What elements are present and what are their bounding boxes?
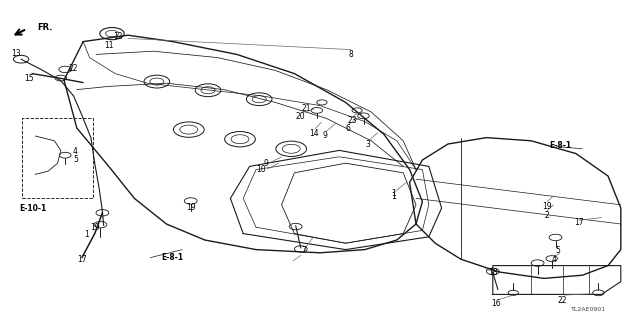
Circle shape xyxy=(184,198,197,204)
Circle shape xyxy=(531,260,544,266)
Text: 1: 1 xyxy=(391,189,396,198)
Text: FR.: FR. xyxy=(37,23,52,32)
Circle shape xyxy=(311,108,323,113)
Text: 18: 18 xyxy=(488,268,497,277)
Text: 4: 4 xyxy=(551,255,556,264)
Circle shape xyxy=(94,221,107,228)
Text: 17: 17 xyxy=(574,218,584,227)
Circle shape xyxy=(55,75,67,81)
Text: 17: 17 xyxy=(77,255,87,264)
Text: 11: 11 xyxy=(104,41,113,50)
Text: 21: 21 xyxy=(301,104,310,113)
Circle shape xyxy=(60,152,71,158)
Text: 6: 6 xyxy=(345,124,350,133)
Text: 5: 5 xyxy=(73,155,78,164)
Text: 22: 22 xyxy=(557,296,566,305)
Text: 12: 12 xyxy=(114,32,123,41)
Text: 19: 19 xyxy=(90,223,100,232)
Text: 9: 9 xyxy=(323,131,328,140)
Text: 1: 1 xyxy=(84,230,89,239)
Text: 19: 19 xyxy=(542,202,552,211)
Circle shape xyxy=(549,234,562,241)
Text: 4: 4 xyxy=(73,147,78,156)
Text: 20: 20 xyxy=(296,112,306,121)
Text: 1: 1 xyxy=(391,192,396,201)
Circle shape xyxy=(358,113,369,119)
Text: 13: 13 xyxy=(11,49,21,58)
Circle shape xyxy=(317,100,327,105)
Text: 15: 15 xyxy=(24,74,34,83)
Text: TL2AE0901: TL2AE0901 xyxy=(572,307,606,312)
Text: E-8-1: E-8-1 xyxy=(162,253,184,262)
Text: 7: 7 xyxy=(301,246,307,255)
Text: 3: 3 xyxy=(365,140,371,149)
Text: E-10-1: E-10-1 xyxy=(20,204,47,212)
Text: 14: 14 xyxy=(308,129,319,138)
Text: 22: 22 xyxy=(69,64,78,73)
Text: E-8-1: E-8-1 xyxy=(550,141,572,150)
Circle shape xyxy=(546,256,557,261)
Circle shape xyxy=(59,66,72,73)
Circle shape xyxy=(96,210,109,216)
Text: 10: 10 xyxy=(256,165,266,174)
Text: 2: 2 xyxy=(545,211,550,220)
Text: 8: 8 xyxy=(348,50,353,59)
Text: 9: 9 xyxy=(263,159,268,168)
Text: 16: 16 xyxy=(491,300,501,308)
Text: 19: 19 xyxy=(186,203,196,212)
Text: 23: 23 xyxy=(347,116,357,124)
Text: 5: 5 xyxy=(556,246,561,255)
Circle shape xyxy=(352,108,362,113)
